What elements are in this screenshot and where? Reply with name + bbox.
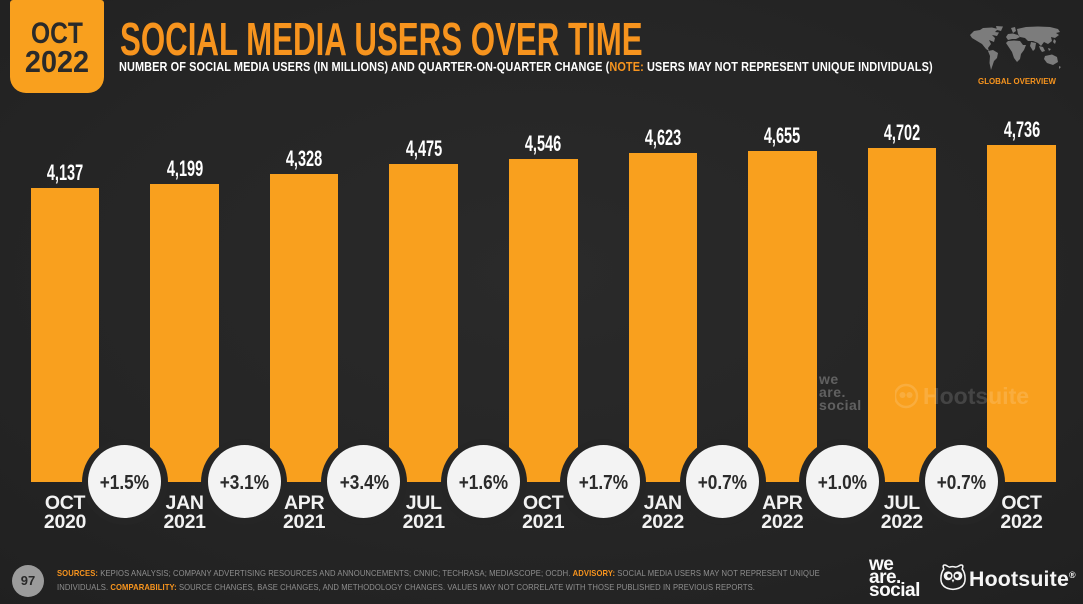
svg-text:Hootsuite: Hootsuite [923, 383, 1029, 409]
